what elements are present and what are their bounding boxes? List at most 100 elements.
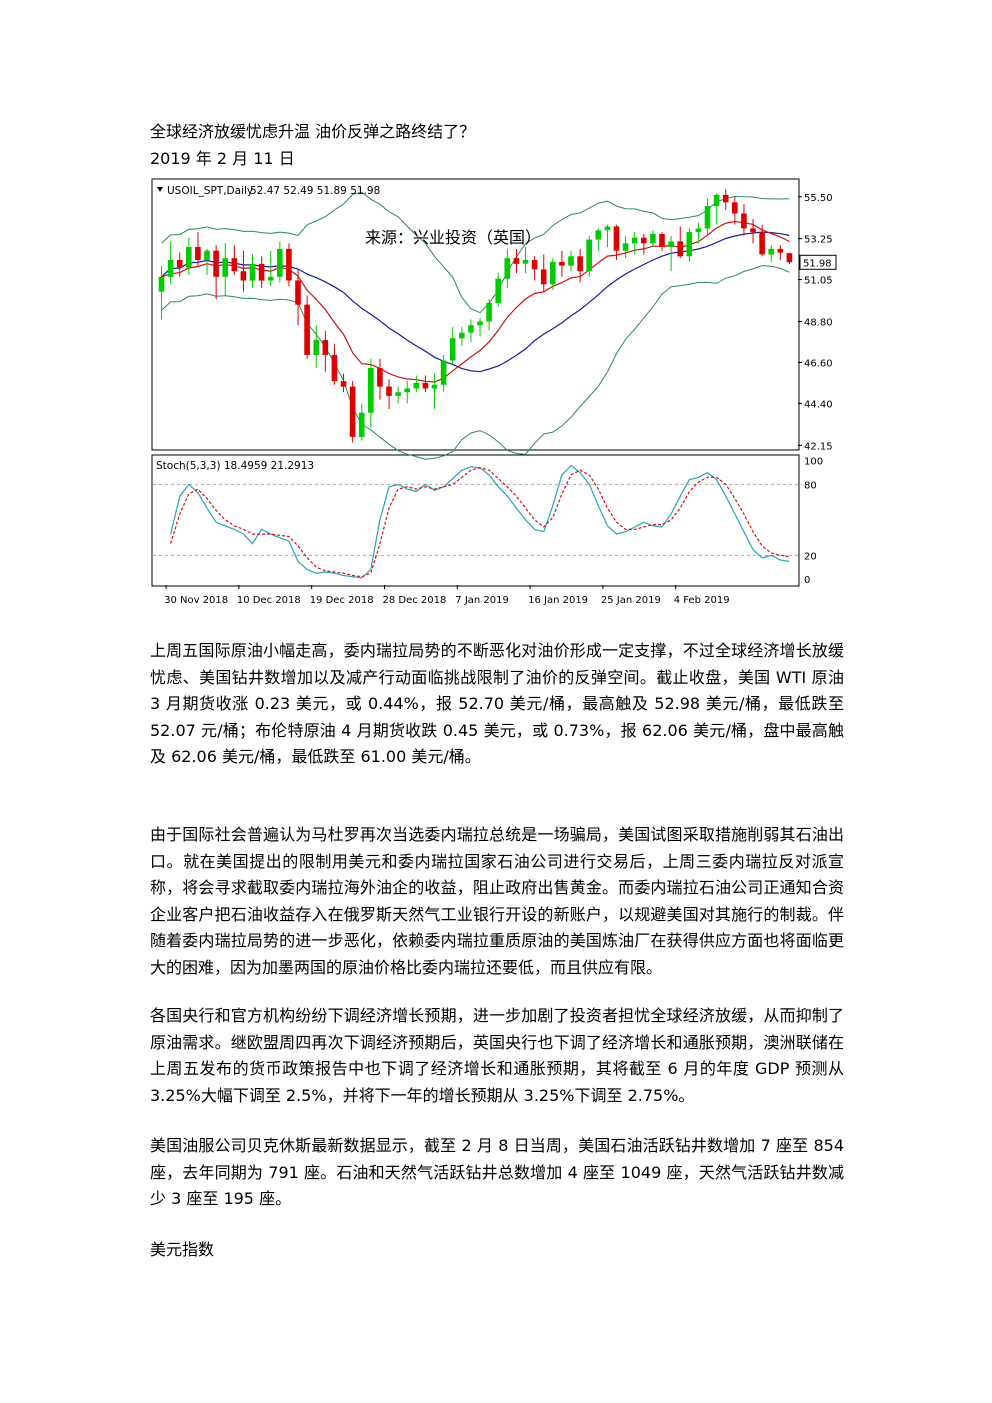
candle-body (277, 248, 283, 277)
candle-body (349, 386, 356, 437)
article-date: 2019 年 2 月 11 日 (150, 149, 295, 168)
candle-body (440, 360, 447, 385)
candle-body (531, 260, 538, 270)
candle-body (413, 382, 420, 389)
candle-body (631, 237, 638, 244)
moving-averages (161, 220, 790, 383)
candle-body (668, 241, 674, 247)
candle-body (431, 384, 438, 389)
candle-body (240, 271, 247, 281)
price-tick-label: 53.25 (804, 235, 833, 246)
candle-body (686, 232, 693, 257)
bollinger-bands (161, 191, 790, 460)
candle-body (522, 260, 529, 264)
time-tick-label: 7 Jan 2019 (455, 595, 509, 606)
candle-body (249, 263, 256, 281)
time-tick-label: 25 Jan 2019 (601, 595, 661, 606)
candle-body (777, 248, 784, 253)
candle-body (604, 226, 611, 231)
candle-body (158, 276, 165, 292)
candle-body (595, 230, 602, 240)
candle-body (713, 194, 720, 207)
candle-body (322, 340, 329, 355)
candle-body (204, 250, 210, 260)
price-tick-label: 46.60 (804, 358, 833, 369)
candle-body (695, 228, 702, 233)
sma-line-blue (161, 231, 790, 373)
candle-body (559, 261, 565, 266)
time-tick-label: 30 Nov 2018 (164, 595, 228, 606)
stochastic-lines (153, 464, 798, 579)
candle-body (486, 302, 492, 322)
candle-body (186, 247, 192, 268)
candle-body (195, 247, 201, 260)
paragraph-3: 各国央行和官方机构纷纷下调经济增长预期，进一步加剧了投资者担忧全球经济放缓，从而… (150, 1006, 844, 1105)
candle-body (313, 340, 319, 355)
time-tick-label: 19 Dec 2018 (310, 595, 374, 606)
chart-dropdown-triangle-icon (157, 187, 163, 192)
candle-body (622, 243, 629, 251)
time-tick-label: 28 Dec 2018 (383, 595, 447, 606)
current-price-box (799, 254, 837, 270)
candle-body (732, 202, 738, 214)
time-tick-label: 4 Feb 2019 (674, 595, 730, 606)
stoch-tick-label: 80 (804, 480, 817, 491)
stoch-tick-label: 20 (804, 551, 817, 562)
price-tick-label: 55.50 (804, 193, 833, 204)
candlesticks (158, 189, 793, 443)
chart-background (151, 178, 843, 608)
stoch-signal-line (170, 467, 790, 578)
time-tick-label: 10 Dec 2018 (237, 595, 301, 606)
candle-body (495, 278, 501, 303)
candle-body (304, 304, 310, 355)
candle-body (513, 258, 520, 264)
bollinger-lower-line (161, 265, 790, 460)
candle-body (540, 269, 547, 285)
candle-body (377, 368, 383, 387)
candle-body (422, 382, 429, 389)
chart-ohlc: 52.47 52.49 51.89 51.98 (250, 185, 380, 197)
candle-body (750, 228, 756, 233)
bollinger-upper-line (161, 191, 790, 314)
stoch-tick-label: 100 (804, 457, 823, 468)
price-panel-frame (151, 178, 800, 451)
candle-body (368, 368, 374, 413)
candle-body (358, 412, 365, 437)
paragraph-4: 美国油服公司贝克休斯最新数据显示，截至 2 月 8 日当周，美国石油活跃钻井数增… (150, 1136, 844, 1208)
candle-body (404, 388, 410, 393)
candle-body (613, 226, 620, 251)
current-price-label: 51.98 (803, 258, 832, 269)
candle-body (231, 258, 238, 272)
candle-body (722, 194, 729, 203)
candle-body (768, 248, 774, 255)
candle-body (577, 256, 583, 272)
time-tick-label: 16 Jan 2019 (528, 595, 588, 606)
stoch-panel-frame (151, 454, 800, 587)
candle-body (786, 253, 793, 263)
chart-title: USOIL_SPT,Daily (167, 185, 253, 197)
candle-body (704, 206, 711, 229)
price-tick-label: 42.15 (804, 441, 833, 452)
candle-body (477, 321, 483, 326)
candle-body (641, 237, 647, 244)
ema-line-red (161, 220, 790, 383)
usoil-daily-chart: 55.50 53.25 51.05 48.80 46.60 44.40 42.15 51.98… (151, 178, 843, 608)
paragraph-2: 由于国际社会普遍认为马杜罗再次当选委内瑞拉总统是一场骗局，美国试图采取措施削弱其… (150, 825, 844, 977)
candle-body (659, 234, 665, 247)
candle-body (449, 338, 456, 361)
stoch-title: Stoch(5,3,3) 18.4959 21.2913 (156, 460, 314, 472)
candle-body (504, 258, 511, 279)
paragraph-1: 上周五国际原油小幅走高，委内瑞拉局势的不断恶化对油价形成一定支撑，不过全球经济增… (150, 641, 844, 766)
candle-body (459, 332, 465, 339)
candle-body (395, 392, 401, 396)
candle-body (213, 250, 219, 277)
candle-body (222, 258, 228, 277)
candle-body (741, 213, 747, 229)
candle-body (759, 232, 765, 255)
candle-body (331, 355, 338, 382)
candle-body (568, 256, 574, 266)
chart-watermark: 来源：兴业投资（英国） (365, 228, 541, 247)
candle-body (650, 234, 656, 244)
candle-body (586, 239, 592, 272)
price-tick-label: 51.05 (804, 276, 833, 287)
